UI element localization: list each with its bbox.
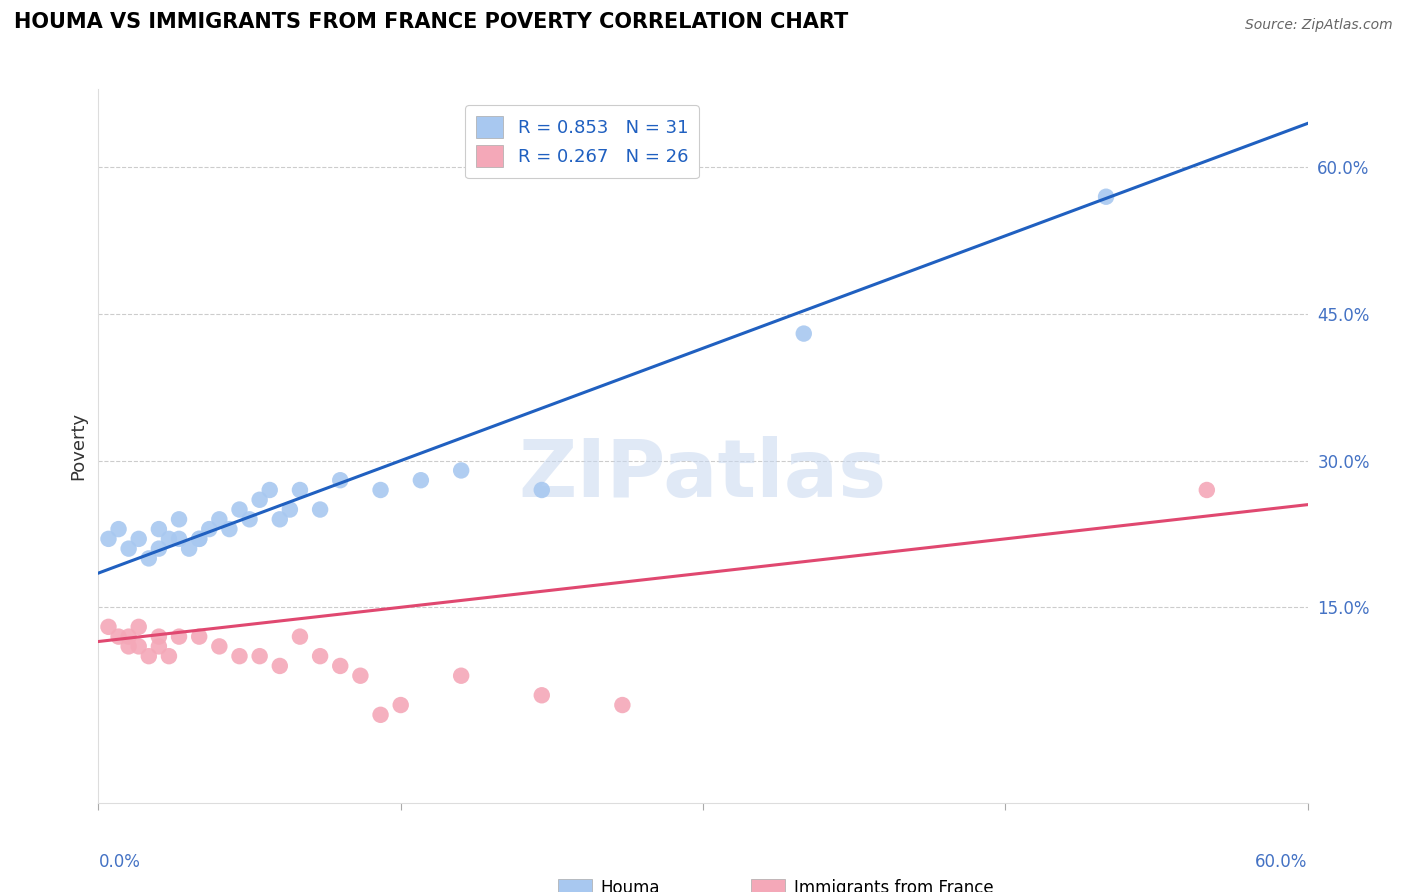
Point — [612, 698, 634, 712]
Point — [148, 630, 170, 644]
Point — [148, 522, 170, 536]
Point — [530, 483, 553, 497]
Point — [450, 669, 472, 683]
Point — [128, 640, 150, 654]
Text: 60.0%: 60.0% — [1256, 853, 1308, 871]
Point — [188, 532, 211, 546]
Point — [128, 620, 150, 634]
Point — [269, 659, 291, 673]
Point — [249, 492, 271, 507]
Point — [793, 326, 815, 341]
Point — [118, 640, 141, 654]
Point — [179, 541, 201, 556]
Point — [329, 473, 352, 487]
Point — [259, 483, 281, 497]
Point — [97, 532, 120, 546]
Point — [228, 649, 250, 664]
Point — [138, 551, 160, 566]
Point — [249, 649, 271, 664]
Point — [1195, 483, 1218, 497]
Point — [450, 463, 472, 477]
Point — [118, 541, 141, 556]
Point — [128, 532, 150, 546]
Text: Source: ZipAtlas.com: Source: ZipAtlas.com — [1244, 18, 1392, 32]
Point — [97, 620, 120, 634]
Point — [148, 541, 170, 556]
Text: 0.0%: 0.0% — [98, 853, 141, 871]
Point — [1095, 190, 1118, 204]
Point — [370, 707, 392, 722]
Point — [309, 649, 332, 664]
Point — [269, 512, 291, 526]
Point — [288, 630, 311, 644]
Point — [329, 659, 352, 673]
Point — [167, 532, 190, 546]
Point — [409, 473, 432, 487]
Text: Houma: Houma — [600, 880, 659, 892]
Point — [370, 483, 392, 497]
Point — [118, 630, 141, 644]
Point — [148, 640, 170, 654]
FancyBboxPatch shape — [751, 880, 785, 892]
Y-axis label: Poverty: Poverty — [69, 412, 87, 480]
Point — [107, 630, 129, 644]
Point — [218, 522, 240, 536]
Point — [188, 630, 211, 644]
Text: ZIPatlas: ZIPatlas — [519, 435, 887, 514]
Point — [188, 532, 211, 546]
Point — [138, 649, 160, 664]
Point — [239, 512, 262, 526]
Point — [228, 502, 250, 516]
Point — [208, 640, 231, 654]
Point — [278, 502, 301, 516]
Point — [198, 522, 221, 536]
Point — [288, 483, 311, 497]
Legend: R = 0.853   N = 31, R = 0.267   N = 26: R = 0.853 N = 31, R = 0.267 N = 26 — [465, 105, 699, 178]
Point — [167, 512, 190, 526]
Point — [208, 512, 231, 526]
Point — [389, 698, 412, 712]
Point — [157, 532, 180, 546]
Text: Immigrants from France: Immigrants from France — [793, 880, 993, 892]
FancyBboxPatch shape — [558, 880, 592, 892]
Point — [107, 522, 129, 536]
Text: HOUMA VS IMMIGRANTS FROM FRANCE POVERTY CORRELATION CHART: HOUMA VS IMMIGRANTS FROM FRANCE POVERTY … — [14, 12, 848, 32]
Point — [157, 649, 180, 664]
Point — [309, 502, 332, 516]
Point — [167, 630, 190, 644]
Point — [530, 688, 553, 702]
Point — [349, 669, 371, 683]
